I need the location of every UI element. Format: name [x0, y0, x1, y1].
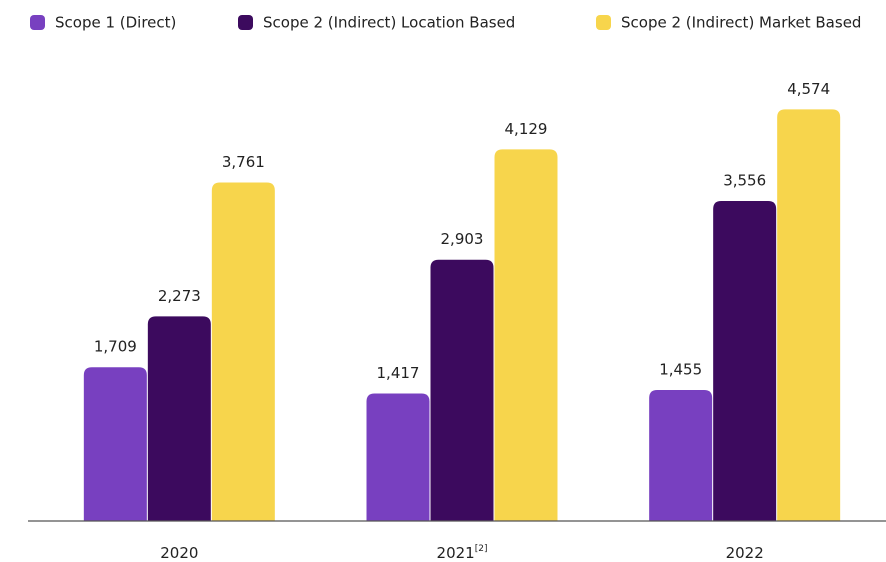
legend-swatch — [596, 15, 611, 30]
x-tick-label: 2021[2] — [437, 544, 488, 562]
value-label: 4,129 — [505, 120, 548, 138]
value-label: 1,709 — [94, 338, 137, 356]
x-tick-label-text: 2022 — [726, 544, 764, 562]
x-tick-label: 2022 — [726, 544, 764, 562]
bar — [211, 182, 275, 521]
legend-label: Scope 2 (Indirect) Location Based — [263, 14, 515, 32]
legend-swatch — [238, 15, 253, 30]
bar — [366, 393, 430, 521]
x-tick-label: 2020 — [160, 544, 198, 562]
bar — [83, 367, 147, 521]
value-label: 4,574 — [787, 80, 830, 98]
value-label: 1,417 — [377, 364, 420, 382]
bar — [649, 390, 713, 521]
value-label: 2,273 — [158, 287, 201, 305]
bar — [430, 259, 494, 521]
value-label: 3,761 — [222, 153, 265, 171]
x-tick-label-text: 2021 — [437, 544, 475, 562]
bar — [777, 109, 841, 521]
legend-label: Scope 2 (Indirect) Market Based — [621, 14, 861, 32]
bar — [147, 316, 211, 521]
x-tick-label-text: 2020 — [160, 544, 198, 562]
legend-swatch — [30, 15, 45, 30]
value-label: 1,455 — [659, 361, 702, 379]
value-label: 3,556 — [723, 171, 766, 189]
legend-label: Scope 1 (Direct) — [55, 14, 176, 32]
value-label: 2,903 — [441, 230, 484, 248]
bar — [713, 200, 777, 521]
x-tick-label-superscript: [2] — [475, 544, 488, 554]
bar — [494, 149, 558, 521]
